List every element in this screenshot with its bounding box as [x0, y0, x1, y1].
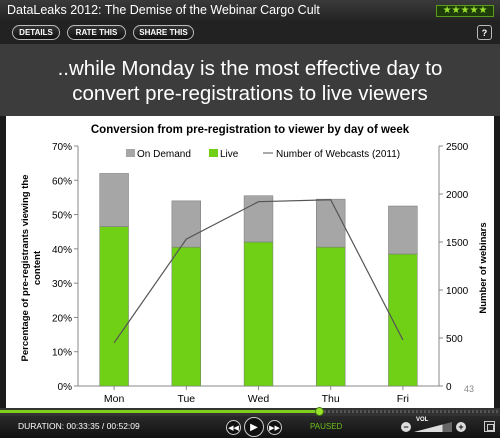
volume-slider[interactable] — [414, 422, 452, 432]
x-tick-label: Fri — [397, 393, 409, 405]
forward-button[interactable]: ▶▶ — [267, 420, 282, 435]
star-icon: ★★★★★ — [442, 5, 488, 16]
x-tick-label: Mon — [104, 393, 125, 405]
bar-live — [171, 246, 201, 387]
player-title: DataLeaks 2012: The Demise of the Webina… — [7, 3, 320, 17]
seek-bar[interactable] — [0, 407, 500, 416]
x-tick-label: Thu — [322, 393, 340, 405]
seek-handle[interactable] — [315, 407, 324, 416]
y-tick-label: 60% — [52, 176, 72, 187]
y2-tick-label: 500 — [446, 334, 463, 345]
bar-live — [316, 246, 346, 387]
playback-status: PAUSED — [310, 422, 343, 431]
y-tick-label: 40% — [52, 245, 72, 256]
y2-tick-label: 1500 — [446, 238, 469, 249]
share-this-button[interactable]: SHARE THIS — [133, 25, 194, 40]
rewind-icon: ◀◀ — [228, 424, 239, 432]
y2-tick-label: 0 — [446, 382, 452, 393]
y2-axis-label: Number of webinars — [478, 222, 489, 313]
y2-tick-label: 2500 — [446, 142, 469, 153]
chart-title: Conversion from pre-registration to view… — [91, 124, 410, 136]
plot-area: 0% 10% 20% 30% 40% 50% 60% 70% 0 500 1000 1500 2000 2… — [52, 142, 469, 405]
details-button[interactable]: DETAILS — [12, 25, 60, 40]
seek-bar-fill — [0, 410, 320, 413]
webcasts-line — [113, 199, 404, 344]
chart-legend: On Demand Live Number of Webcasts (2011) — [126, 149, 400, 160]
y-tick-label: 50% — [52, 211, 72, 222]
bar-on-demand — [388, 205, 418, 255]
stacked-bar-chart: Conversion from pre-registration to view… — [20, 124, 489, 405]
headline-line-2: convert pre-registrations to live viewer… — [72, 82, 428, 105]
chart-panel: Conversion from pre-registration to view… — [6, 116, 494, 408]
x-tick-label: Tue — [177, 393, 195, 405]
action-button-bar: DETAILS RATE THIS SHARE THIS ? — [0, 22, 500, 44]
y-tick-label: 10% — [52, 348, 72, 359]
slide-page-number: 43 — [464, 384, 474, 394]
duration-text: DURATION: 00:33:35 / 00:52:09 — [18, 421, 140, 431]
bar-on-demand — [316, 198, 346, 248]
y2-tick-label: 2000 — [446, 190, 469, 201]
legend-label: Number of Webcasts (2011) — [276, 149, 400, 160]
bar-live — [243, 241, 274, 387]
play-button[interactable]: ▶ — [244, 417, 264, 437]
y-tick-label: 70% — [52, 142, 72, 153]
legend-swatch — [126, 149, 135, 157]
legend-label: Live — [220, 149, 239, 160]
y-tick-label: 20% — [52, 313, 72, 324]
y-axis-label-line1: Percentage of pre-registrants viewing th… — [20, 175, 31, 362]
legend-swatch — [209, 149, 218, 157]
player-title-bar: DataLeaks 2012: The Demise of the Webina… — [0, 0, 500, 22]
help-button[interactable]: ? — [477, 25, 492, 40]
volume-down-button[interactable]: − — [401, 422, 411, 432]
bar-on-demand — [171, 200, 201, 248]
slide-header — [0, 44, 500, 116]
bar-on-demand — [243, 195, 274, 243]
volume-up-button[interactable]: + — [456, 422, 466, 432]
x-tick-label: Wed — [248, 393, 270, 405]
y-tick-label: 30% — [52, 279, 72, 290]
volume-label: VOL — [416, 417, 429, 423]
slide-headline: ..while Monday is the most effective day… — [0, 56, 500, 106]
rewind-button[interactable]: ◀◀ — [226, 420, 241, 435]
fullscreen-button[interactable] — [484, 421, 495, 432]
legend-label: On Demand — [137, 149, 191, 160]
play-icon: ▶ — [250, 421, 258, 433]
player-control-bar: DURATION: 00:33:35 / 00:52:09 ◀◀ ▶ ▶▶ PA… — [0, 416, 500, 438]
y2-tick-label: 1000 — [446, 286, 469, 297]
headline-line-1: ..while Monday is the most effective day… — [57, 57, 443, 80]
rating-stars[interactable]: ★★★★★ — [436, 5, 494, 17]
rate-this-button[interactable]: RATE THIS — [67, 25, 126, 40]
y-tick-label: 0% — [58, 382, 73, 393]
bar-on-demand — [99, 173, 129, 227]
bar-live — [99, 226, 129, 387]
fast-forward-icon: ▶▶ — [269, 424, 280, 432]
y-axis-label-line2: content — [32, 250, 43, 285]
